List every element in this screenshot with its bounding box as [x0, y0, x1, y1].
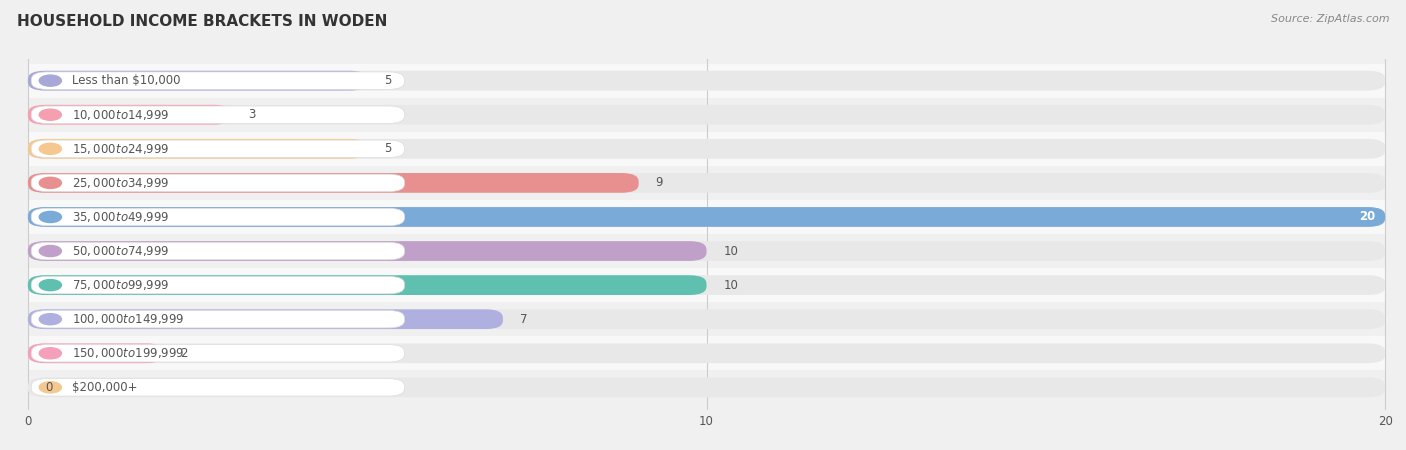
Text: $75,000 to $99,999: $75,000 to $99,999	[72, 278, 169, 292]
FancyBboxPatch shape	[28, 166, 1385, 200]
FancyBboxPatch shape	[28, 241, 1385, 261]
Circle shape	[39, 348, 62, 359]
Circle shape	[39, 109, 62, 120]
FancyBboxPatch shape	[28, 268, 1385, 302]
FancyBboxPatch shape	[31, 378, 405, 396]
FancyBboxPatch shape	[31, 208, 405, 225]
Text: $200,000+: $200,000+	[72, 381, 136, 394]
Text: $10,000 to $14,999: $10,000 to $14,999	[72, 108, 169, 122]
FancyBboxPatch shape	[28, 139, 1385, 159]
FancyBboxPatch shape	[31, 276, 405, 294]
FancyBboxPatch shape	[28, 336, 1385, 370]
Text: 10: 10	[724, 244, 738, 257]
Circle shape	[39, 212, 62, 223]
FancyBboxPatch shape	[28, 234, 1385, 268]
Text: 9: 9	[655, 176, 664, 189]
Text: 3: 3	[249, 108, 256, 121]
FancyBboxPatch shape	[28, 302, 1385, 336]
FancyBboxPatch shape	[31, 174, 405, 192]
FancyBboxPatch shape	[28, 343, 163, 363]
Circle shape	[39, 75, 62, 86]
Text: $25,000 to $34,999: $25,000 to $34,999	[72, 176, 169, 190]
FancyBboxPatch shape	[28, 63, 1385, 98]
FancyBboxPatch shape	[28, 71, 1385, 90]
FancyBboxPatch shape	[28, 98, 1385, 132]
FancyBboxPatch shape	[28, 200, 1385, 234]
Text: 7: 7	[520, 313, 527, 326]
FancyBboxPatch shape	[31, 140, 405, 157]
FancyBboxPatch shape	[31, 106, 405, 123]
FancyBboxPatch shape	[28, 370, 1385, 405]
FancyBboxPatch shape	[28, 105, 1385, 125]
FancyBboxPatch shape	[28, 309, 1385, 329]
Circle shape	[39, 314, 62, 325]
Circle shape	[39, 177, 62, 189]
Text: $50,000 to $74,999: $50,000 to $74,999	[72, 244, 169, 258]
FancyBboxPatch shape	[28, 275, 707, 295]
FancyBboxPatch shape	[28, 343, 1385, 363]
FancyBboxPatch shape	[28, 378, 1385, 397]
FancyBboxPatch shape	[28, 139, 367, 159]
Text: Source: ZipAtlas.com: Source: ZipAtlas.com	[1271, 14, 1389, 23]
FancyBboxPatch shape	[28, 173, 1385, 193]
Text: $150,000 to $199,999: $150,000 to $199,999	[72, 346, 184, 360]
FancyBboxPatch shape	[28, 275, 1385, 295]
FancyBboxPatch shape	[31, 243, 405, 260]
Circle shape	[39, 143, 62, 154]
FancyBboxPatch shape	[28, 207, 1385, 227]
FancyBboxPatch shape	[28, 173, 638, 193]
Text: 10: 10	[724, 279, 738, 292]
FancyBboxPatch shape	[28, 105, 232, 125]
Circle shape	[39, 245, 62, 256]
FancyBboxPatch shape	[31, 310, 405, 328]
Text: $35,000 to $49,999: $35,000 to $49,999	[72, 210, 169, 224]
FancyBboxPatch shape	[31, 345, 405, 362]
Circle shape	[39, 279, 62, 291]
Text: 2: 2	[180, 347, 188, 360]
Text: 5: 5	[384, 142, 391, 155]
FancyBboxPatch shape	[31, 72, 405, 90]
FancyBboxPatch shape	[28, 71, 367, 90]
Text: HOUSEHOLD INCOME BRACKETS IN WODEN: HOUSEHOLD INCOME BRACKETS IN WODEN	[17, 14, 387, 28]
FancyBboxPatch shape	[28, 309, 503, 329]
Text: Less than $10,000: Less than $10,000	[72, 74, 180, 87]
Text: 20: 20	[1358, 211, 1375, 224]
Text: 0: 0	[45, 381, 52, 394]
FancyBboxPatch shape	[28, 241, 707, 261]
FancyBboxPatch shape	[28, 207, 1385, 227]
Text: $15,000 to $24,999: $15,000 to $24,999	[72, 142, 169, 156]
Text: $100,000 to $149,999: $100,000 to $149,999	[72, 312, 184, 326]
Text: 5: 5	[384, 74, 391, 87]
FancyBboxPatch shape	[28, 132, 1385, 166]
Circle shape	[39, 382, 62, 393]
